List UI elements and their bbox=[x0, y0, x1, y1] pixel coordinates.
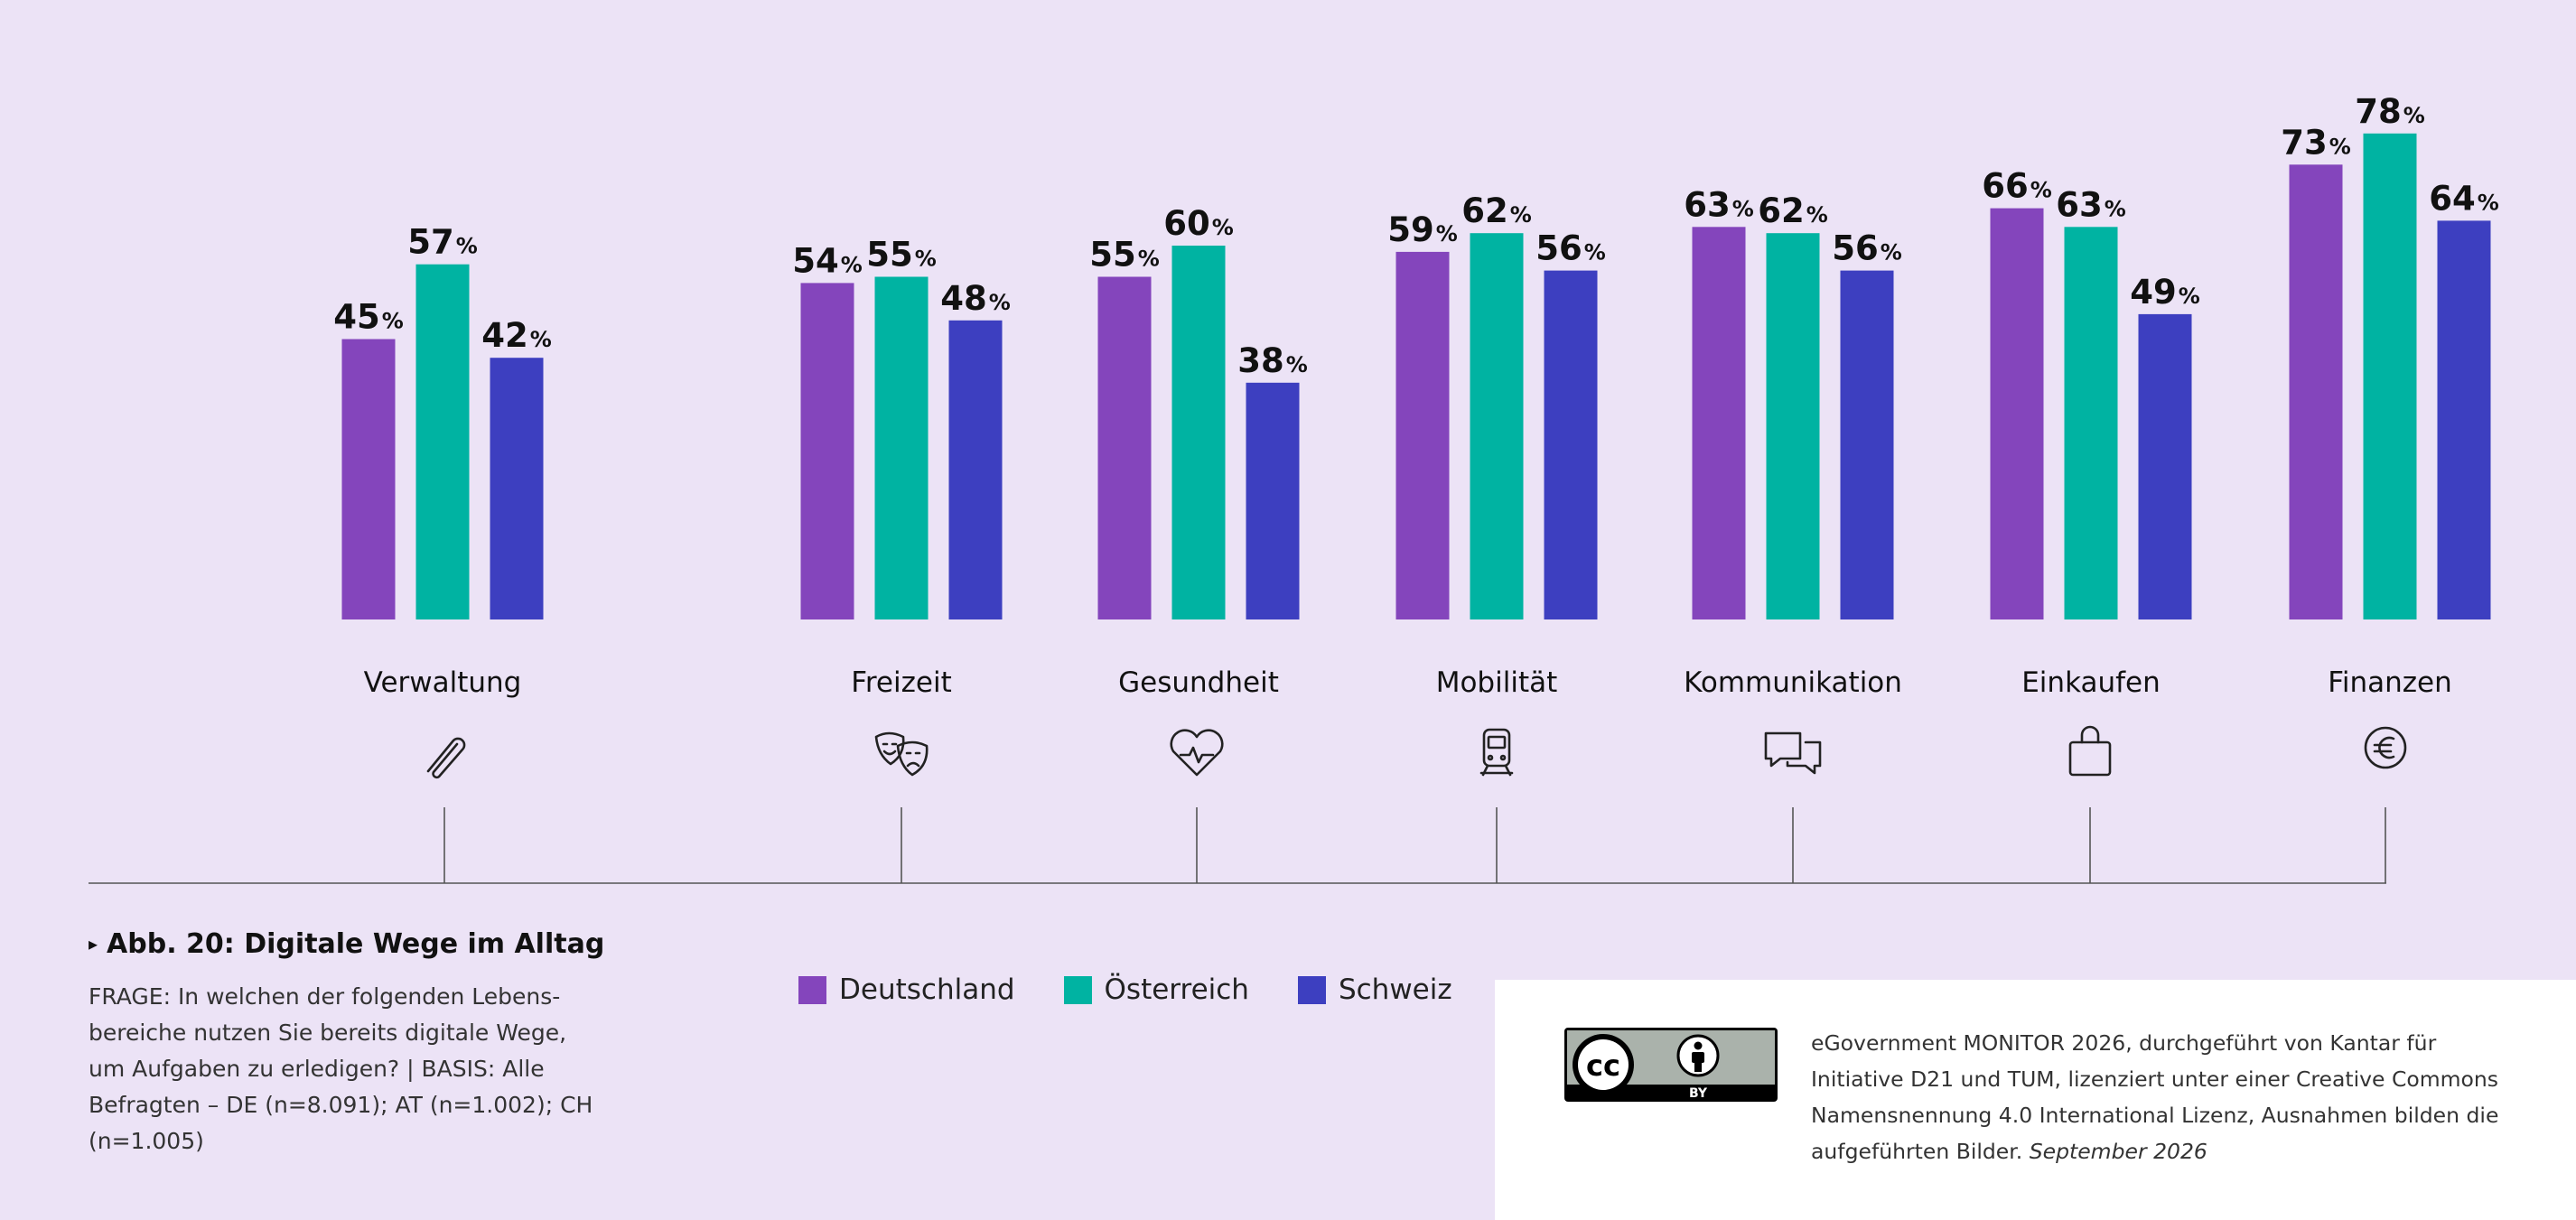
category-label: Freizeit bbox=[851, 666, 951, 699]
bar-verwaltung-1 bbox=[415, 264, 470, 619]
bar-einkaufen-2 bbox=[2138, 313, 2192, 619]
bar-finanzen-2 bbox=[2437, 220, 2491, 619]
legend-swatch bbox=[1297, 975, 1326, 1004]
bar-freizeit-0 bbox=[800, 283, 854, 619]
legend-swatch bbox=[1063, 975, 1092, 1004]
triangle-icon: ▸ bbox=[89, 933, 98, 955]
data-label: 45% bbox=[333, 298, 404, 337]
bar-verwaltung-2 bbox=[490, 358, 544, 619]
shopping-bag-icon bbox=[2068, 725, 2112, 777]
bar-gesundheit-0 bbox=[1097, 276, 1152, 619]
chat-bubbles-icon bbox=[1764, 731, 1822, 775]
license-text: eGovernment MONITOR 2026, durchgeführt v… bbox=[1811, 1025, 2525, 1169]
cc-badge-text: cc bbox=[1586, 1048, 1620, 1083]
category-label: Finanzen bbox=[2328, 666, 2451, 699]
bar-mobilität-1 bbox=[1470, 233, 1524, 619]
bar-kommunikation-0 bbox=[1692, 227, 1746, 620]
category-label: Einkaufen bbox=[2021, 666, 2161, 699]
legend: Deutschland Österreich Schweiz bbox=[798, 973, 1452, 1006]
data-label: 38% bbox=[1237, 341, 1308, 380]
bar-einkaufen-0 bbox=[1990, 208, 2044, 619]
data-label: 62% bbox=[1461, 191, 1532, 230]
category-label: Gesundheit bbox=[1118, 666, 1279, 699]
bar-finanzen-1 bbox=[2363, 133, 2417, 620]
bar-mobilität-2 bbox=[1544, 270, 1598, 619]
legend-label: Deutschland bbox=[839, 973, 1015, 1006]
by-badge-text: BY bbox=[1689, 1086, 1708, 1101]
category-label: Mobilität bbox=[1436, 666, 1558, 699]
data-label: 56% bbox=[1832, 229, 1902, 268]
data-label: 60% bbox=[1163, 204, 1234, 243]
bar-mobilität-0 bbox=[1395, 251, 1450, 619]
data-label: 56% bbox=[1535, 229, 1606, 268]
bar-verwaltung-0 bbox=[341, 339, 396, 619]
data-label: 57% bbox=[407, 223, 478, 262]
bar-gesundheit-1 bbox=[1171, 246, 1226, 619]
category-label: Kommunikation bbox=[1684, 666, 1902, 699]
theater-masks-icon bbox=[874, 731, 929, 777]
category-label: Verwaltung bbox=[364, 666, 522, 699]
bar-finanzen-0 bbox=[2289, 164, 2343, 620]
data-label: 59% bbox=[1387, 210, 1458, 249]
data-label: 73% bbox=[2281, 123, 2351, 162]
data-label: 63% bbox=[2056, 185, 2126, 224]
cc-by-badge: cc BY bbox=[1564, 1028, 1778, 1102]
data-label: 78% bbox=[2355, 92, 2425, 131]
data-label: 62% bbox=[1758, 191, 1828, 230]
bar-einkaufen-1 bbox=[2064, 227, 2118, 620]
train-icon bbox=[1479, 728, 1514, 777]
figure-title-text: Abb. 20: Digitale Wege im Alltag bbox=[107, 928, 605, 960]
legend-label: Schweiz bbox=[1338, 973, 1452, 1006]
figure-title: ▸ Abb. 20: Digitale Wege im Alltag bbox=[89, 928, 604, 960]
bar-gesundheit-2 bbox=[1246, 382, 1300, 619]
legend-item: Österreich bbox=[1063, 973, 1249, 1006]
question-text: FRAGE: In welchen der folgenden Lebens­b… bbox=[89, 983, 593, 1154]
heart-pulse-icon bbox=[1170, 729, 1224, 777]
data-label: 55% bbox=[866, 236, 937, 275]
bar-kommunikation-2 bbox=[1840, 270, 1894, 619]
data-label: 54% bbox=[792, 241, 863, 280]
bar-freizeit-2 bbox=[948, 320, 1003, 619]
bar-freizeit-1 bbox=[874, 276, 929, 619]
data-label: 64% bbox=[2429, 179, 2499, 218]
data-label: 66% bbox=[1982, 167, 2052, 206]
bar-kommunikation-1 bbox=[1766, 233, 1820, 619]
legend-swatch bbox=[798, 975, 826, 1004]
legend-label: Österreich bbox=[1104, 973, 1249, 1006]
euro-icon bbox=[2364, 726, 2407, 769]
license-body: eGovernment MONITOR 2026, durchgeführt v… bbox=[1811, 1030, 2499, 1164]
data-label: 48% bbox=[940, 279, 1011, 318]
paperclip-icon bbox=[426, 737, 466, 779]
data-label: 55% bbox=[1089, 236, 1160, 275]
data-label: 49% bbox=[2130, 273, 2200, 312]
legend-item: Deutschland bbox=[798, 973, 1015, 1006]
legend-item: Schweiz bbox=[1297, 973, 1452, 1006]
license-box: cc BY eGovernment MONITOR 2026, durchgef… bbox=[1495, 980, 2576, 1220]
bar-chart: 45%54% 55%59%63%66%73%57% 55%60% 62% 62% 63%7… bbox=[89, 92, 2499, 884]
data-label: 42% bbox=[481, 316, 552, 355]
license-date: September 2026 bbox=[2029, 1139, 2207, 1164]
data-label: 63% bbox=[1684, 185, 1754, 224]
